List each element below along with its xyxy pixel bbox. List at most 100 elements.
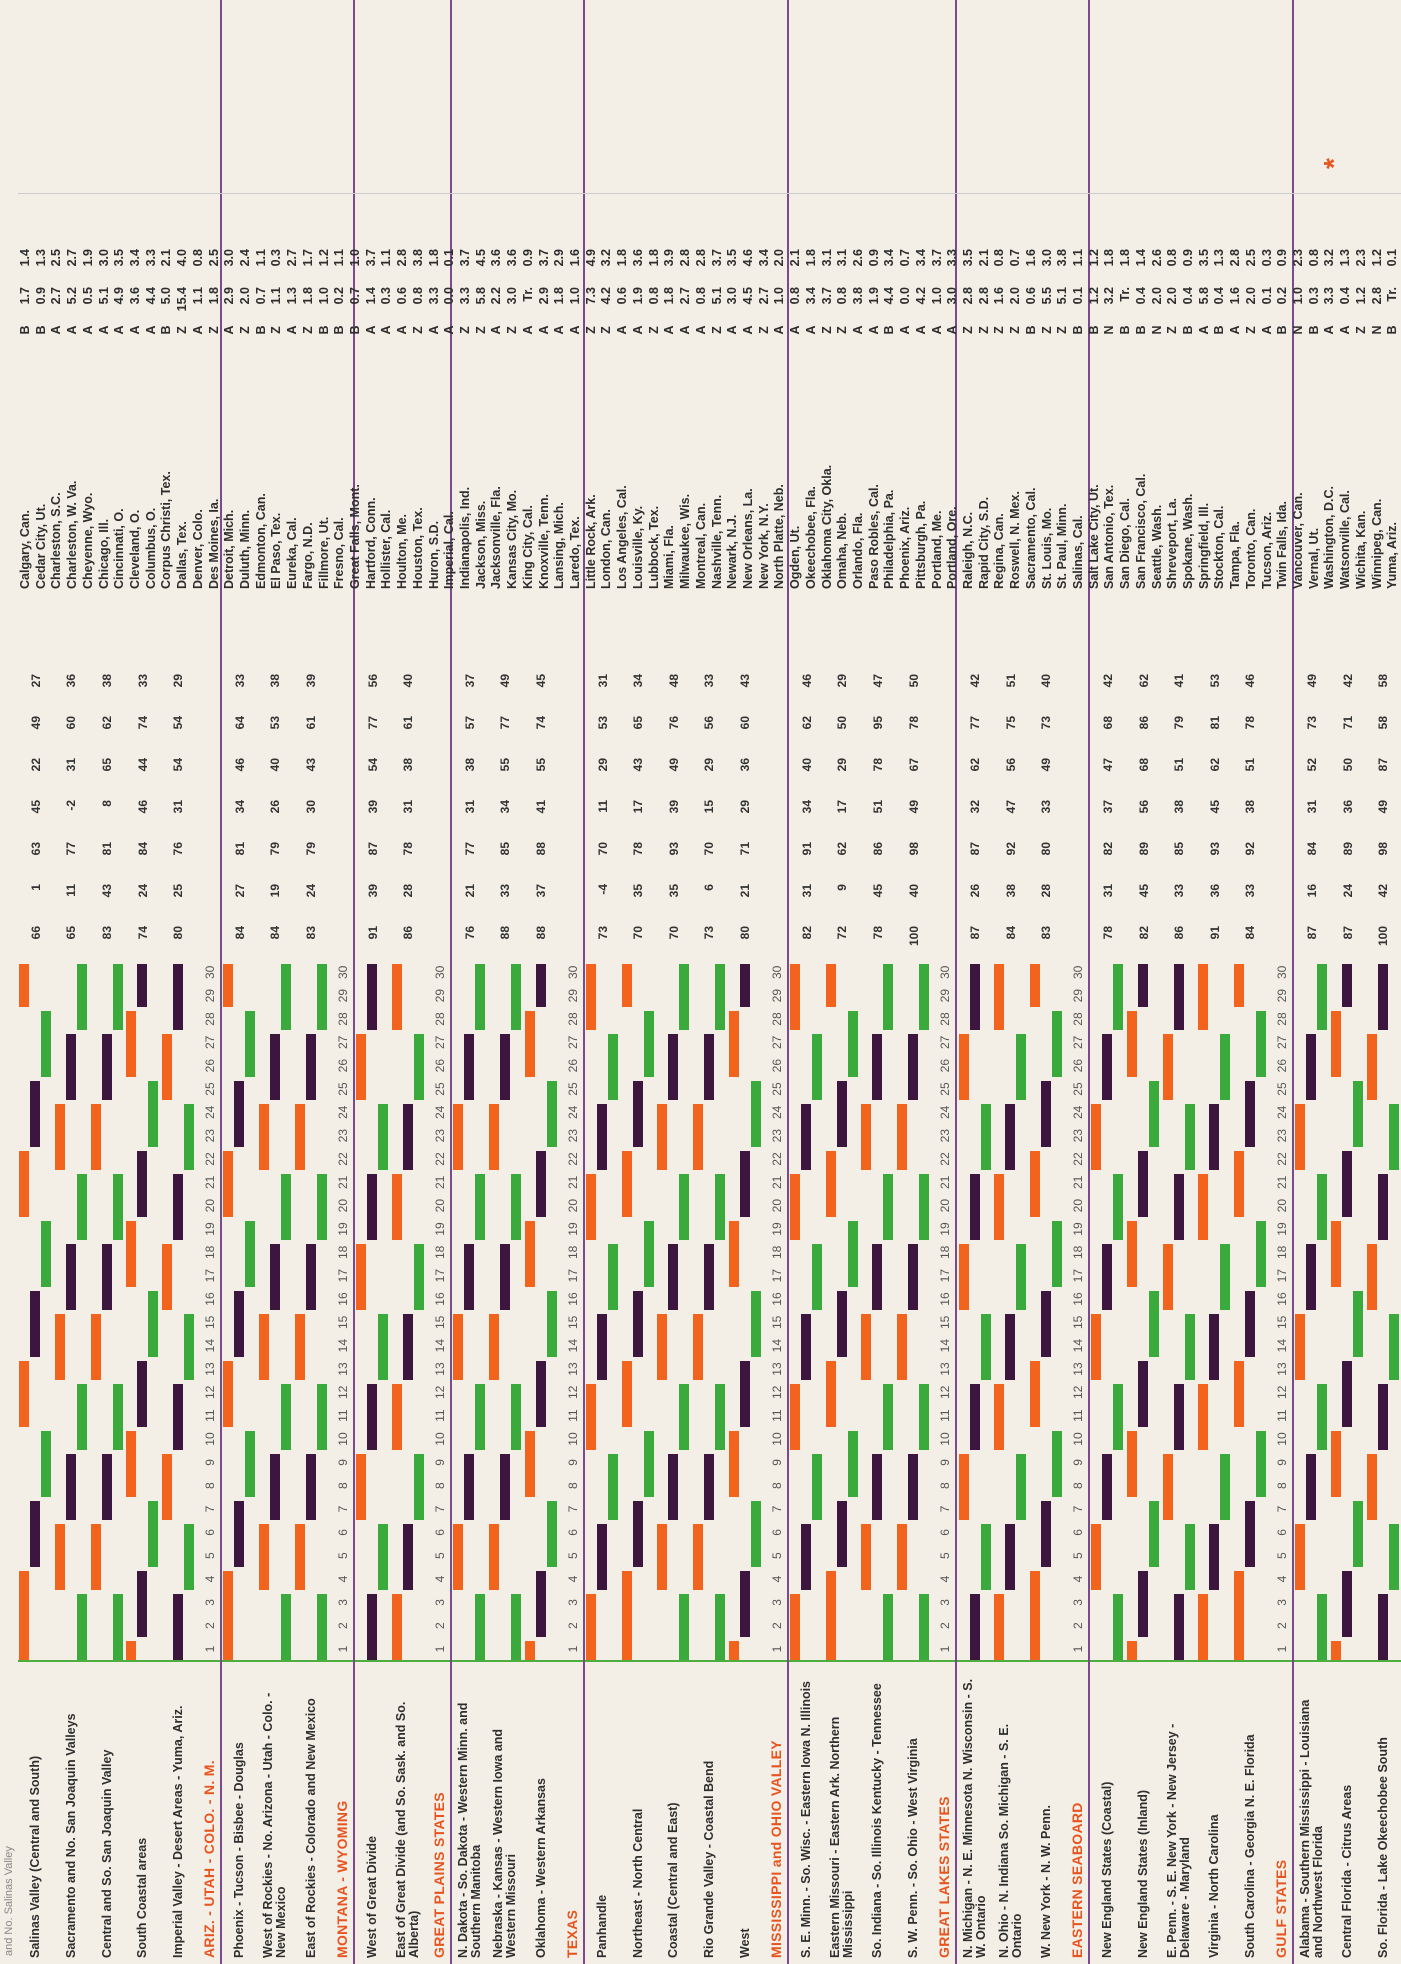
city-a: 15.4 (175, 287, 190, 312)
stat-cell: 38 (268, 674, 283, 688)
period-bar (657, 1104, 668, 1170)
stat-cell: 27 (232, 884, 247, 898)
period-bar (112, 1594, 123, 1660)
stat-cell: 88 (534, 842, 549, 856)
period-bar (1377, 964, 1388, 1030)
city-code: B (882, 325, 897, 335)
period-bar (1317, 964, 1328, 1030)
period-bar (597, 1314, 608, 1380)
period-bar (90, 1104, 101, 1170)
city-entry: Lubbock, Tex. Z 0.8 1.8 (647, 249, 663, 589)
day-number-scale: 1 2 3 4 5 6 7 8 9 10 11 12 13 14 15 16 17 18 19 20 21 22 23 24 2… (763, 960, 787, 1660)
city-entry: Omaha, Neb. Z 0.8 3.1 (835, 249, 851, 589)
stat-cell: 31 (1304, 800, 1319, 814)
city-name: Tucson, Ariz. (1259, 511, 1274, 589)
city-name: Des Moines, Ia. (206, 498, 221, 589)
day-number: 26 (433, 1059, 448, 1073)
period-bar (1198, 1384, 1209, 1450)
day-number: 2 (203, 1622, 218, 1630)
city-entry: Raleigh, N.C. Z 2.8 3.5 (961, 249, 977, 589)
stat-cell: 28 (1039, 884, 1054, 898)
section-title: GULF STATES (1273, 1859, 1290, 1958)
city-b: 1.3 (1338, 249, 1353, 267)
period-bar (475, 1174, 486, 1240)
city-name: San Antonio, Tex. (1102, 484, 1117, 589)
period-bar (750, 1500, 761, 1567)
period-bar (280, 1174, 291, 1240)
period-bar (1102, 1454, 1113, 1520)
stat-cell: 100 (1376, 926, 1391, 947)
day-number: 20 (938, 1199, 953, 1213)
day-number: 21 (565, 1175, 580, 1190)
city-entry: Duluth, Minn. Z 2.0 2.4 (238, 249, 254, 589)
city-b: 1.8 (615, 249, 630, 267)
stat-cell: 91 (799, 842, 814, 856)
day-number: 27 (433, 1035, 448, 1050)
period-bar (305, 1454, 316, 1520)
period-bar (356, 1034, 367, 1100)
stat-cell: 42 (968, 674, 983, 688)
city-name: Dallas, Tex. (175, 521, 190, 589)
day-number: 17 (1275, 1269, 1290, 1283)
day-number: 27 (335, 1035, 350, 1050)
stat-cell: 25 (171, 884, 186, 898)
stat-cell: 74 (534, 716, 549, 730)
stat-cell: 68 (1100, 716, 1115, 730)
city-a: 1.3 (285, 287, 300, 305)
period-bars (54, 960, 90, 1660)
stat-cell: 45 (1207, 800, 1222, 814)
period-bar (367, 1384, 378, 1450)
period-bar (1091, 1524, 1102, 1590)
day-number: 9 (938, 1459, 953, 1466)
day-number: 6 (433, 1529, 448, 1536)
day-number: 12 (1275, 1385, 1290, 1400)
stat-cell: 80 (738, 926, 753, 940)
period-bar (1005, 1524, 1016, 1590)
city-code: B (18, 325, 32, 335)
period-bar (126, 1640, 137, 1660)
day-number: 3 (565, 1599, 580, 1606)
period-bar (488, 1104, 499, 1170)
city-code: B (1118, 325, 1133, 335)
city-a: 0.8 (788, 287, 803, 305)
day-number: 5 (769, 1552, 784, 1560)
city-b: 2.5 (206, 249, 221, 267)
period-bar (1113, 1384, 1124, 1450)
stat-values: 84 38 92 47 56 75 51 (993, 596, 1029, 956)
period-bar (41, 1010, 52, 1077)
period-bar (657, 1314, 668, 1380)
city-code: B (332, 325, 347, 335)
day-number: 26 (203, 1059, 218, 1073)
period-bar (1184, 1524, 1195, 1590)
city-entry: Kansas City, Mo. Z 3.0 3.6 (505, 249, 521, 589)
stat-cell: 67 (906, 758, 921, 772)
day-number: 25 (335, 1082, 350, 1096)
city-code: Z (992, 326, 1007, 334)
period-bar (883, 964, 894, 1030)
city-entry: Pittsburgh, Pa. A 4.2 3.4 (914, 249, 930, 589)
stat-cell: 8 (100, 800, 114, 807)
city-entry: Little Rock, Ark. Z 7.3 4.9 (584, 249, 600, 589)
stat-cell: 33 (232, 674, 247, 688)
period-bar (1220, 1244, 1231, 1310)
stat-cell: 53 (595, 716, 610, 730)
city-b: 3.3 (143, 249, 158, 267)
city-a: 0.8 (410, 287, 425, 305)
city-a: 1.6 (1228, 287, 1243, 305)
stat-cell: 56 (365, 674, 380, 688)
stat-cell: 41 (1172, 674, 1187, 688)
city-name: Spokane, Wash. (1180, 493, 1195, 589)
day-number: 13 (938, 1362, 953, 1376)
period-bar (245, 1220, 256, 1287)
period-bar (1005, 1104, 1016, 1170)
city-b: 3.9 (662, 249, 677, 267)
city-name: Roswell, N. Mex. (1008, 491, 1023, 589)
city-name: Cincinnati, O. (112, 508, 127, 589)
period-bars (825, 960, 861, 1660)
period-bars (488, 960, 524, 1660)
stat-cell: 34 (799, 800, 814, 814)
city-name: Wichita, Kan. (1353, 510, 1368, 589)
period-bars (620, 960, 656, 1660)
city-entry: Roswell, N. Mex. Z 2.0 0.7 (1008, 249, 1024, 589)
city-code: Z (269, 326, 284, 334)
